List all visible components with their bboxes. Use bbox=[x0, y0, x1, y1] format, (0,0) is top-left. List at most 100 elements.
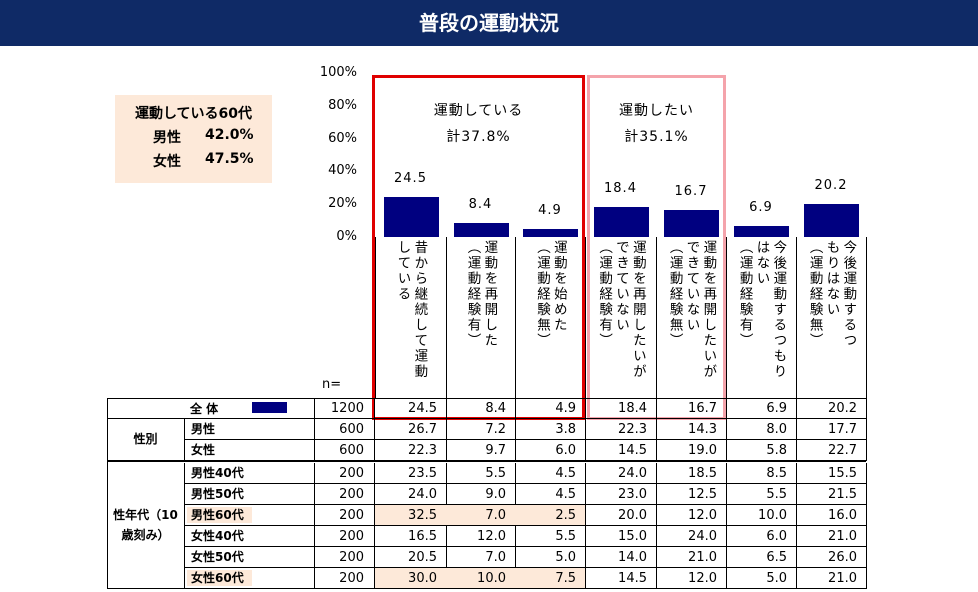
data-cell: 10.0 bbox=[446, 568, 516, 589]
bar bbox=[804, 203, 859, 237]
data-cell: 24.0 bbox=[656, 526, 727, 547]
data-cell: 12.0 bbox=[656, 568, 727, 589]
column-divider bbox=[585, 237, 586, 398]
data-cell: 22.7 bbox=[796, 440, 867, 461]
column-divider bbox=[866, 237, 867, 398]
value-label: 24.5 bbox=[394, 170, 427, 186]
data-cell: 24.0 bbox=[375, 484, 447, 505]
category-text: 運動を始めた （運動経験無） bbox=[534, 240, 567, 349]
column-divider bbox=[446, 237, 447, 398]
data-cell: 2.5 bbox=[515, 505, 586, 526]
table-border bbox=[107, 461, 866, 462]
data-cell: 26.7 bbox=[375, 419, 447, 440]
row-label: 男性50代 bbox=[191, 487, 244, 501]
value-label: 4.9 bbox=[538, 202, 562, 218]
data-cell: 8.5 bbox=[726, 463, 797, 484]
n-label: n= bbox=[322, 377, 342, 392]
category-text: 昔から継続して運動 している bbox=[394, 240, 428, 380]
summary-box: 運動している60代 男性 42.0% 女性 47.5% bbox=[115, 95, 272, 183]
data-cell: 12.0 bbox=[656, 505, 727, 526]
data-cell: 4.5 bbox=[515, 463, 586, 484]
y-tick-label: 100% bbox=[319, 65, 357, 80]
data-cell: 20.5 bbox=[375, 547, 447, 568]
n-cell: 1200 bbox=[315, 398, 375, 419]
data-cell: 15.5 bbox=[796, 463, 867, 484]
n-cell: 200 bbox=[315, 547, 375, 568]
data-cell: 21.0 bbox=[796, 568, 867, 589]
annotation: 運動している 計37.8% bbox=[433, 103, 524, 145]
data-cell: 8.0 bbox=[726, 419, 797, 440]
data-cell: 21.0 bbox=[796, 526, 867, 547]
data-cell: 15.0 bbox=[585, 526, 657, 547]
row-label: 女性40代 bbox=[191, 529, 244, 543]
data-cell: 30.0 bbox=[375, 568, 447, 589]
value-label: 16.7 bbox=[674, 183, 708, 199]
column-divider bbox=[515, 237, 516, 398]
summary-label: 女性 bbox=[153, 154, 181, 170]
data-cell: 6.5 bbox=[726, 547, 797, 568]
data-cell: 6.0 bbox=[515, 440, 586, 461]
bar bbox=[383, 196, 439, 237]
summary-title: 運動している60代 bbox=[134, 106, 253, 122]
data-cell: 6.9 bbox=[726, 398, 797, 419]
row-label: 女性50代 bbox=[191, 550, 244, 564]
y-tick-label: 60% bbox=[328, 130, 357, 146]
data-cell: 5.5 bbox=[726, 484, 797, 505]
header-bar: 普段の運動状況 bbox=[0, 0, 978, 46]
data-cell: 16.7 bbox=[656, 398, 727, 419]
data-cell: 7.0 bbox=[446, 547, 516, 568]
column-divider bbox=[375, 237, 376, 398]
y-tick-label: 40% bbox=[328, 163, 357, 179]
data-cell: 7.5 bbox=[515, 568, 586, 589]
page-title: 普段の運動状況 bbox=[419, 11, 559, 35]
data-cell: 8.4 bbox=[446, 398, 516, 419]
data-cell: 18.4 bbox=[585, 398, 657, 419]
label-cell: 女性 bbox=[185, 440, 315, 461]
value-label: 18.4 bbox=[604, 180, 637, 196]
label-cell: 男性40代 bbox=[185, 463, 315, 484]
group-cell: 性別 bbox=[107, 419, 185, 461]
data-cell: 26.0 bbox=[796, 547, 867, 568]
data-cell: 19.0 bbox=[656, 440, 727, 461]
data-cell: 5.0 bbox=[726, 568, 797, 589]
annotation: 運動したい 計35.1% bbox=[619, 103, 694, 145]
data-cell: 14.3 bbox=[656, 419, 727, 440]
legend-swatch bbox=[252, 402, 287, 413]
n-cell: 200 bbox=[315, 505, 375, 526]
label-cell: 全 体 bbox=[107, 398, 315, 419]
summary-value: 47.5% bbox=[205, 151, 254, 167]
bar bbox=[593, 206, 649, 237]
category-label: 運動を再開したいが できていない （運動経験有） bbox=[585, 240, 656, 395]
data-cell: 9.7 bbox=[446, 440, 516, 461]
table-border bbox=[107, 398, 866, 399]
data-cell: 16.5 bbox=[375, 526, 447, 547]
y-tick-label: 0% bbox=[336, 229, 357, 244]
bar bbox=[734, 225, 789, 237]
data-cell: 5.5 bbox=[446, 463, 516, 484]
row-label: 男性 bbox=[191, 422, 216, 436]
y-tick-label: 80% bbox=[328, 97, 357, 113]
summary-value: 42.0% bbox=[205, 127, 254, 143]
bar bbox=[523, 228, 578, 237]
data-cell: 5.8 bbox=[726, 440, 797, 461]
data-cell: 5.5 bbox=[515, 526, 586, 547]
category-text: 運動を再開した （運動経験有） bbox=[464, 240, 498, 349]
data-cell: 20.0 bbox=[585, 505, 657, 526]
n-cell: 600 bbox=[315, 440, 375, 461]
category-label: 今後運動するつもり はない （運動経験有） bbox=[726, 240, 796, 395]
data-cell: 21.0 bbox=[656, 547, 727, 568]
column-divider bbox=[656, 237, 657, 398]
data-cell: 18.5 bbox=[656, 463, 727, 484]
bar bbox=[664, 209, 719, 237]
label-cell: 女性50代 bbox=[185, 547, 315, 568]
category-label: 運動を始めた （運動経験無） bbox=[515, 240, 585, 395]
category-label: 運動を再開した （運動経験有） bbox=[446, 240, 515, 395]
summary-label: 男性 bbox=[153, 130, 181, 146]
category-label: 運動を再開したいが できていない （運動経験無） bbox=[656, 240, 726, 395]
data-cell: 23.5 bbox=[375, 463, 447, 484]
data-cell: 22.3 bbox=[375, 440, 447, 461]
data-cell: 23.0 bbox=[585, 484, 657, 505]
value-label: 8.4 bbox=[468, 197, 493, 213]
group-cell: 性年代（10 歳刻み） bbox=[107, 463, 185, 589]
data-cell: 24.0 bbox=[585, 463, 657, 484]
